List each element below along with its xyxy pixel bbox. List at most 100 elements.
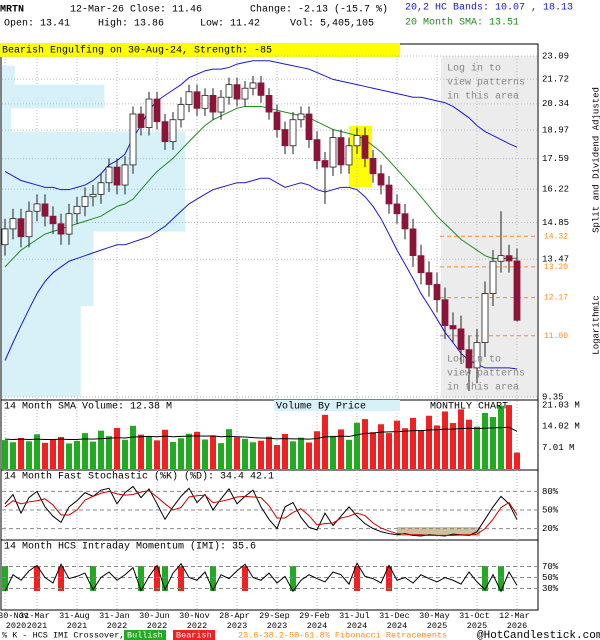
fibonacci-label: 13.20: [544, 263, 568, 272]
x-tick-year: 2020: [6, 621, 26, 631]
imi-bar: [242, 566, 248, 591]
volume-bar: [74, 441, 80, 469]
volume-bar: [82, 433, 88, 469]
volume-bar: [42, 442, 48, 469]
vbp-title: Volume By Price: [276, 401, 366, 413]
volume-bar: [394, 420, 400, 469]
x-tick-year: 2023: [227, 621, 247, 631]
volume-bar: [514, 452, 520, 469]
candle-body: [433, 284, 441, 301]
x-tick-day: 30-Nov: [179, 611, 215, 621]
stochastic-title: 14 Month Fast Stochastic (%K) (%D): 34.4…: [4, 471, 274, 483]
volume-bar: [434, 425, 440, 469]
candle-body: [241, 87, 249, 100]
volume-bar: [330, 435, 336, 469]
pattern-label: Bearish Engulfing on 30-Aug-24, Strength…: [2, 45, 272, 57]
lower-band: [4, 177, 518, 370]
imi-bar: [34, 566, 40, 591]
candle-body: [233, 84, 241, 100]
volume-by-price-bar: [2, 231, 94, 307]
volume-sma-line: [4, 426, 518, 440]
candle-body: [457, 328, 465, 351]
x-tick-label: 12-Mar 2026: [499, 611, 535, 631]
x-tick-label: 31-Dec 2024: [379, 611, 415, 631]
candle-body: [41, 203, 49, 217]
volume-bar: [138, 434, 144, 469]
y-tick-label: 17.59: [542, 154, 569, 164]
locked-region: [441, 56, 537, 398]
open: Open: 13.41: [4, 19, 70, 30]
x-tick-year: 2022: [107, 621, 127, 631]
oversold-zone: [397, 527, 480, 536]
imi-bar: [386, 566, 392, 591]
volume-bar: [490, 416, 496, 469]
volume-bar: [250, 442, 256, 469]
volume-bar: [202, 439, 208, 469]
candle-body: [273, 111, 281, 130]
footer-fibonacci: 23.6-38.2-50-61.8% Fibonacci Retracement…: [238, 630, 447, 640]
volume-bar: [466, 419, 472, 469]
candle-body: [305, 113, 313, 140]
y-tick-label: 14.02 M: [542, 422, 580, 432]
y-tick-label: 9.35: [542, 392, 564, 402]
volume-bar: [498, 405, 504, 469]
fibonacci-label: 11.00: [544, 332, 568, 341]
chart-label: MONTHLY CHART: [430, 402, 508, 413]
fibonacci-label: 12.17: [544, 294, 568, 303]
x-tick-label: 31-Oct 2025: [459, 611, 495, 631]
low: Low: 11.42: [200, 19, 260, 30]
volume-bar: [314, 431, 320, 469]
candle-body: [449, 325, 457, 330]
volume-bar: [378, 424, 384, 469]
volume-by-price-bar: [2, 108, 12, 132]
bearish-bg: [173, 630, 215, 640]
change: Change: -2.13 (-15.7 %): [250, 4, 388, 16]
bands-label: 20,2 HC Bands: 10.07 , 18.13: [405, 2, 573, 14]
x-tick-year: 2022: [147, 621, 167, 631]
volume-bar: [362, 419, 368, 469]
candle-body: [361, 135, 369, 159]
volume-bar: [354, 422, 360, 469]
y-tick-label: 70%: [542, 562, 559, 572]
volume-bar: [2, 440, 8, 469]
y-tick-label: 20.34: [542, 99, 569, 109]
volume-bar: [10, 442, 16, 469]
imi-line: [4, 562, 518, 593]
x-tick-year: 2021: [27, 621, 47, 631]
candle-body: [353, 135, 361, 147]
y-tick-label: 21.03 M: [542, 400, 580, 410]
candle-body: [153, 98, 161, 123]
volume-bar: [506, 405, 512, 469]
candle-body: [473, 342, 481, 369]
x-tick-label: 29-Sep 2023: [259, 611, 295, 631]
candle-body: [145, 98, 153, 128]
x-tick-label: 31-Mar 2021: [19, 611, 55, 631]
candle-body: [65, 213, 73, 235]
volume-bar: [226, 429, 232, 469]
volume-bar: [210, 435, 216, 469]
x-tick-label: 31-Jan 2022: [99, 611, 135, 631]
volume-bar: [298, 437, 304, 469]
candle-body: [481, 293, 489, 344]
x-tick-day: 29-Feb: [299, 611, 335, 621]
volume-bar: [170, 441, 176, 469]
candle-body: [73, 205, 81, 215]
candle-body: [177, 104, 185, 121]
x-tick-label: 30-Jun 2022: [139, 611, 175, 631]
x-tick-year: 2024: [387, 621, 407, 631]
candle-body: [337, 137, 345, 166]
x-tick-day: 31-Oct: [459, 611, 495, 621]
bullish-bg: [124, 630, 166, 640]
volume-bar: [186, 433, 192, 469]
volume-bar: [282, 434, 288, 469]
x-tick-label: 31-Aug 2021: [59, 611, 95, 631]
imi-bar: [210, 566, 216, 591]
y-tick-label: 14.85: [542, 218, 569, 228]
imi-bar: [290, 566, 296, 591]
high: High: 13.86: [98, 18, 164, 30]
candle-body: [465, 349, 473, 369]
candle-body: [497, 255, 505, 262]
close: Close: 11.46: [130, 4, 202, 16]
candle-body: [89, 193, 97, 198]
